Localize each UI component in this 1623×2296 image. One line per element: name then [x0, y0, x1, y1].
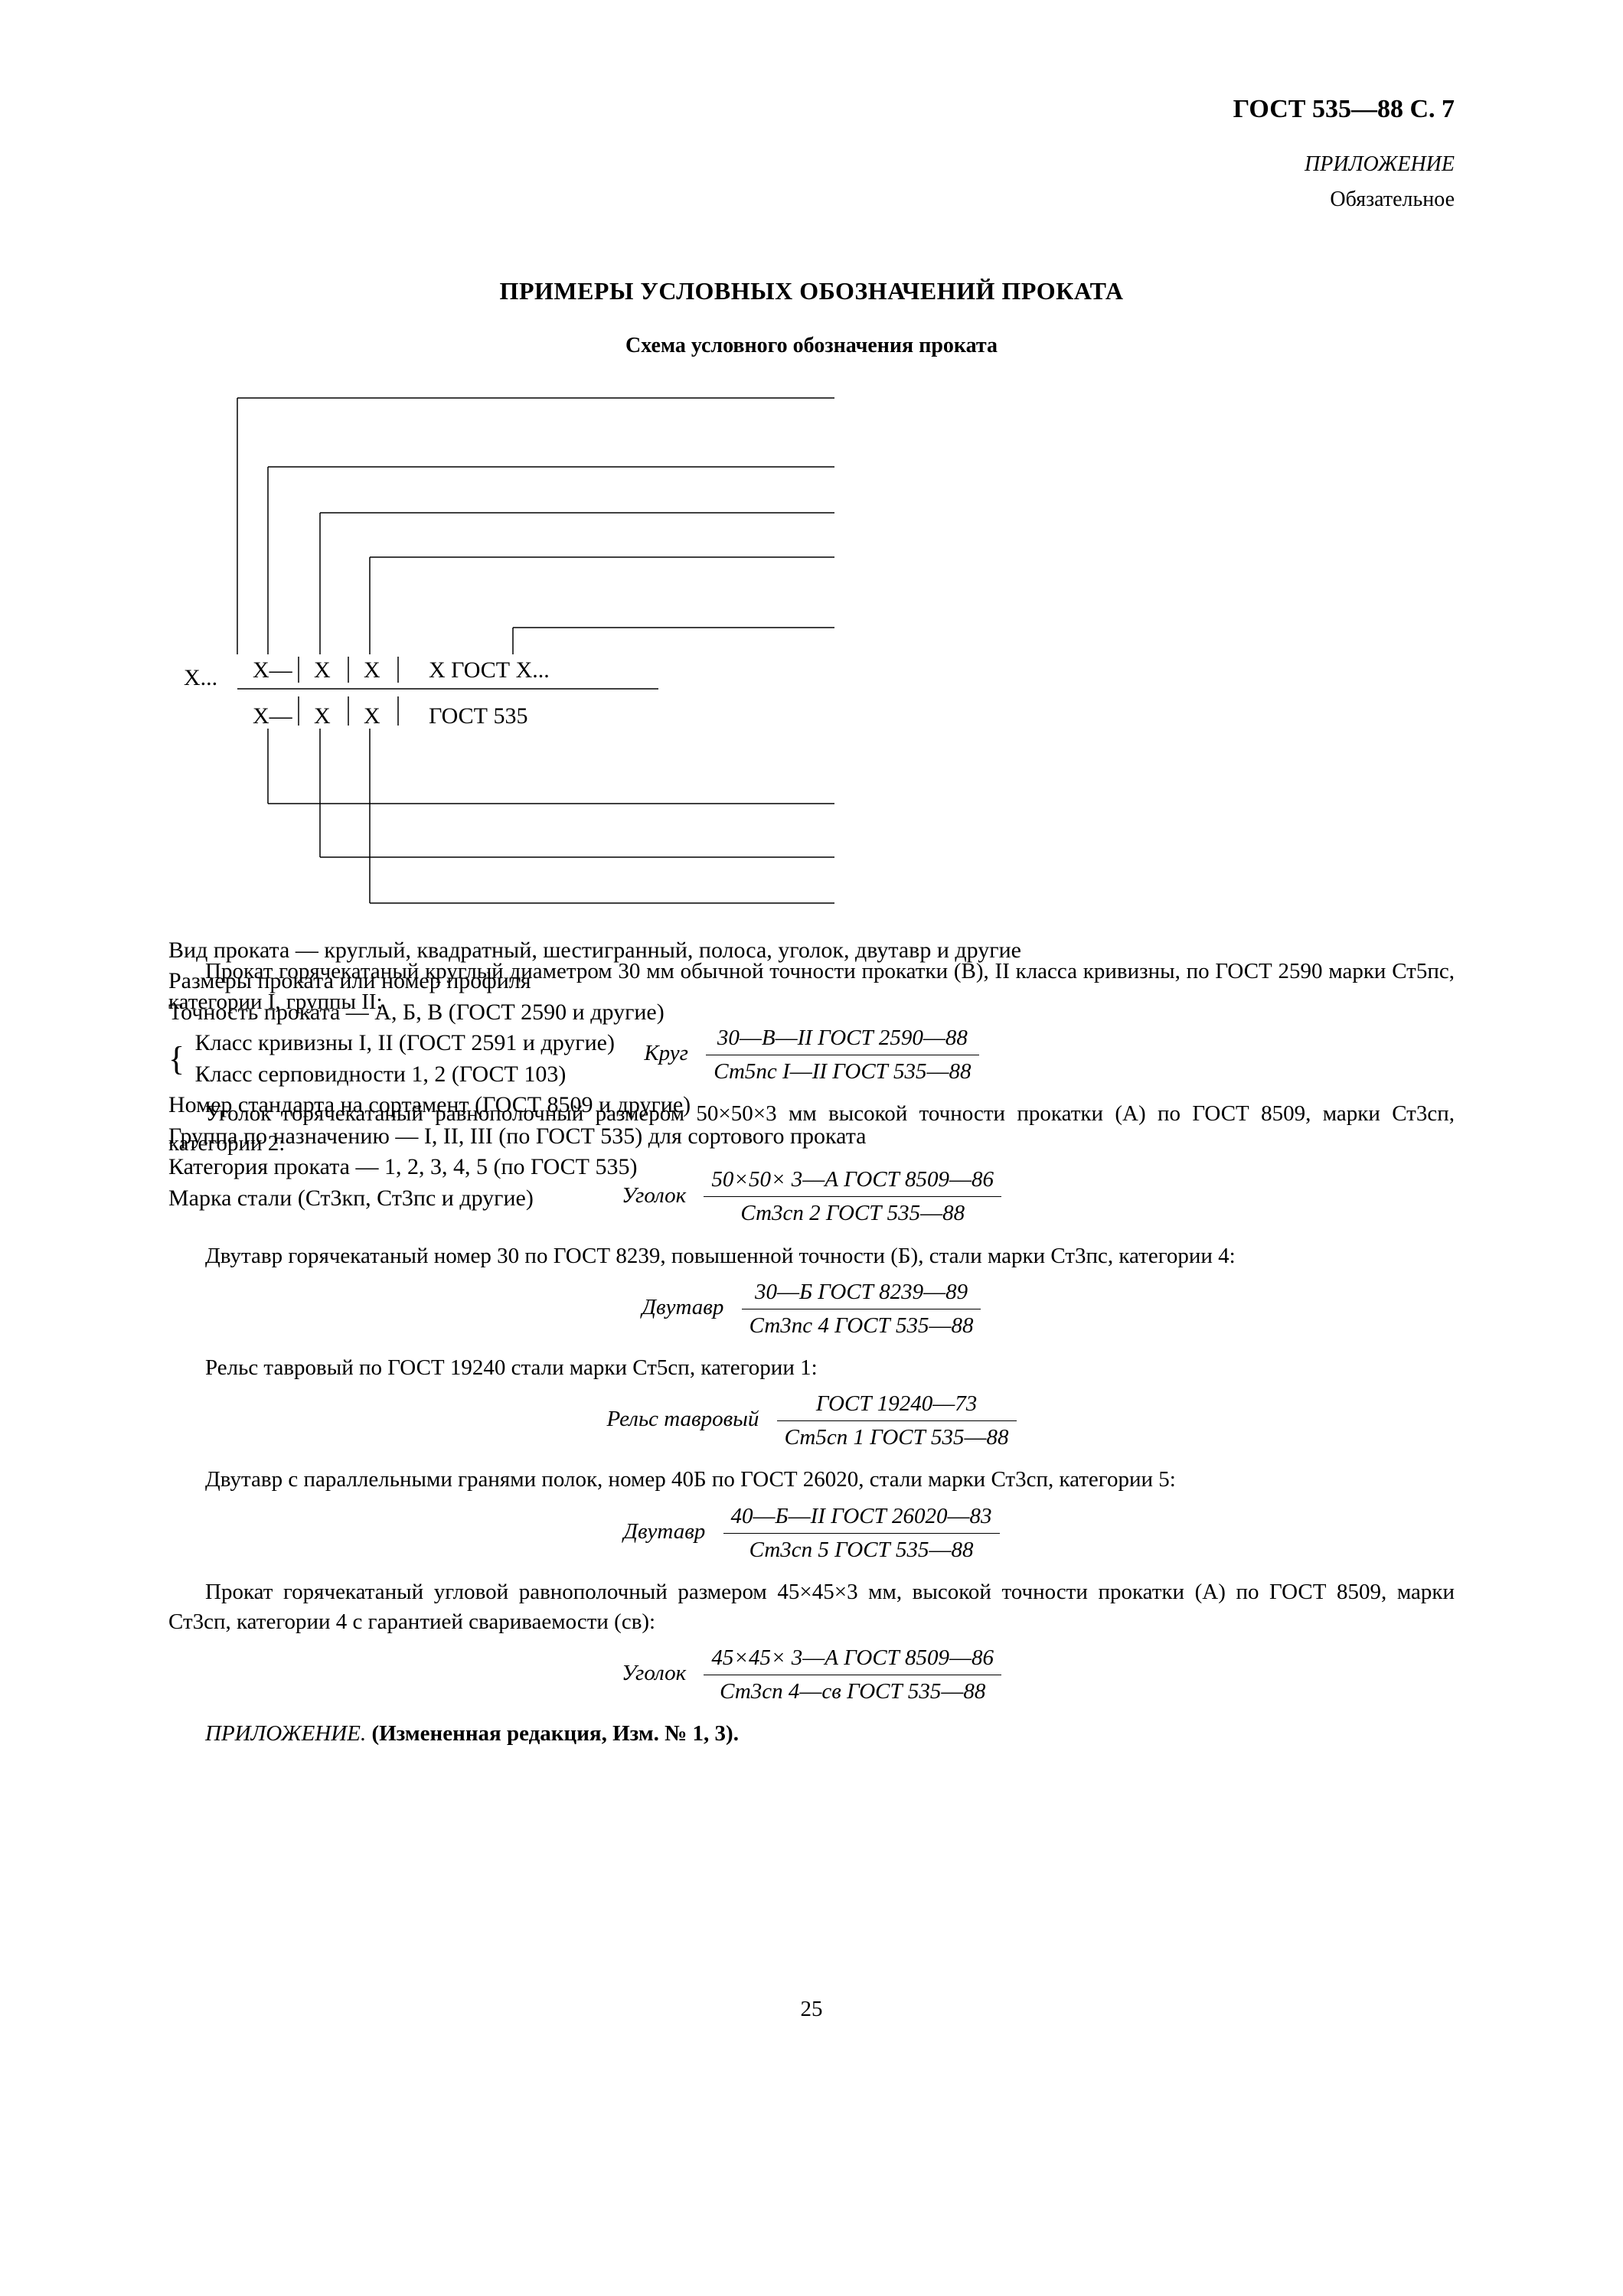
formula-6-name: Уголок [622, 1661, 686, 1685]
page-subtitle: Схема условного обозначения проката [168, 331, 1455, 360]
paragraph-6: Прокат горячекатаный угловой равнополочн… [168, 1577, 1455, 1637]
schema-label-curvature: Класс кривизны I, II (ГОСТ 2591 и другие… [195, 1028, 615, 1059]
formula-6-num: 45×45× 3––А ГОСТ 8509––86 [704, 1643, 1001, 1675]
svg-text:Х ГОСТ Х...: Х ГОСТ Х... [429, 657, 550, 683]
footer-note-text: (Измененная редакция, Изм. № 1, 3). [366, 1721, 739, 1746]
page-number: 25 [168, 1994, 1455, 2024]
schema-label-sortament-std: Номер стандарта на сортамент (ГОСТ 8509 … [168, 1090, 1455, 1121]
paragraph-3: Двутавр горячекатаный номер 30 по ГОСТ 8… [168, 1241, 1455, 1271]
formula-4-name: Рельс тавровый [606, 1407, 759, 1431]
schema-label-curvature-group: { Класс кривизны I, II (ГОСТ 2591 и друг… [168, 1028, 1455, 1090]
footer-note: ПРИЛОЖЕНИЕ. (Измененная редакция, Изм. №… [168, 1719, 1455, 1749]
formula-3-num: 30––Б ГОСТ 8239––89 [742, 1277, 981, 1309]
schema-label-sickle: Класс серповидности 1, 2 (ГОСТ 103) [195, 1059, 615, 1091]
formula-5-den: Ст3сп 5 ГОСТ 535––88 [723, 1534, 1000, 1565]
formula-3-den: Ст3пс 4 ГОСТ 535––88 [742, 1309, 981, 1341]
svg-text:Х: Х [364, 657, 380, 683]
schema-diagram: Х... Х— Х Х Х ГОСТ Х... Х— Х Х ГОСТ 535 [168, 375, 1455, 926]
schema-label-category: Категория проката — 1, 2, 3, 4, 5 (по ГО… [168, 1152, 1455, 1183]
svg-text:Х—: Х— [253, 657, 293, 683]
svg-text:Х: Х [364, 703, 380, 729]
svg-text:Х: Х [314, 657, 331, 683]
formula-5-num: 40––Б––II ГОСТ 26020––83 [723, 1502, 1000, 1534]
formula-3: Двутавр 30––Б ГОСТ 8239––89 Ст3пс 4 ГОСТ… [168, 1277, 1455, 1341]
formula-4-num: ГОСТ 19240––73 [777, 1389, 1017, 1421]
formula-4: Рельс тавровый ГОСТ 19240––73 Ст5сп 1 ГО… [168, 1389, 1455, 1453]
paragraph-4: Рельс тавровый по ГОСТ 19240 стали марки… [168, 1353, 1455, 1383]
schema-label-shape: Вид проката — круглый, квадратный, шести… [168, 935, 1455, 967]
formula-6: Уголок 45×45× 3––А ГОСТ 8509––86 Ст3сп 4… [168, 1643, 1455, 1707]
appendix-label: ПРИЛОЖЕНИЕ [168, 150, 1455, 179]
schema-svg: Х... Х— Х Х Х ГОСТ Х... Х— Х Х ГОСТ 535 [168, 375, 1455, 926]
svg-text:Х: Х [314, 703, 331, 729]
formula-5-name: Двутавр [624, 1519, 706, 1544]
schema-label-accuracy: Точность проката — А, Б, В (ГОСТ 2590 и … [168, 997, 1455, 1029]
footer-note-head: ПРИЛОЖЕНИЕ. [205, 1721, 366, 1746]
formula-4-den: Ст5сп 1 ГОСТ 535––88 [777, 1421, 1017, 1453]
schema-label-group: Группа по назначению — I, II, III (по ГО… [168, 1121, 1455, 1153]
svg-text:Х—: Х— [253, 703, 293, 729]
formula-6-den: Ст3сп 4––св ГОСТ 535––88 [704, 1675, 1001, 1707]
schema-label-steel-mark: Марка стали (Ст3кп, Ст3пс и другие) [168, 1183, 1455, 1215]
formula-5: Двутавр 40––Б––II ГОСТ 26020––83 Ст3сп 5… [168, 1502, 1455, 1565]
doc-header: ГОСТ 535—88 С. 7 [168, 92, 1455, 127]
brace-icon: { [168, 1044, 185, 1075]
page-title: ПРИМЕРЫ УСЛОВНЫХ ОБОЗНАЧЕНИЙ ПРОКАТА [168, 275, 1455, 308]
svg-text:Х...: Х... [184, 665, 217, 690]
formula-3-name: Двутавр [642, 1295, 724, 1319]
svg-text:ГОСТ 535: ГОСТ 535 [429, 703, 527, 729]
paragraph-5: Двутавр с параллельными гранями полок, н… [168, 1465, 1455, 1495]
schema-label-size: Размеры проката или номер профиля [168, 966, 1455, 997]
mandatory-label: Обязательное [168, 185, 1455, 214]
